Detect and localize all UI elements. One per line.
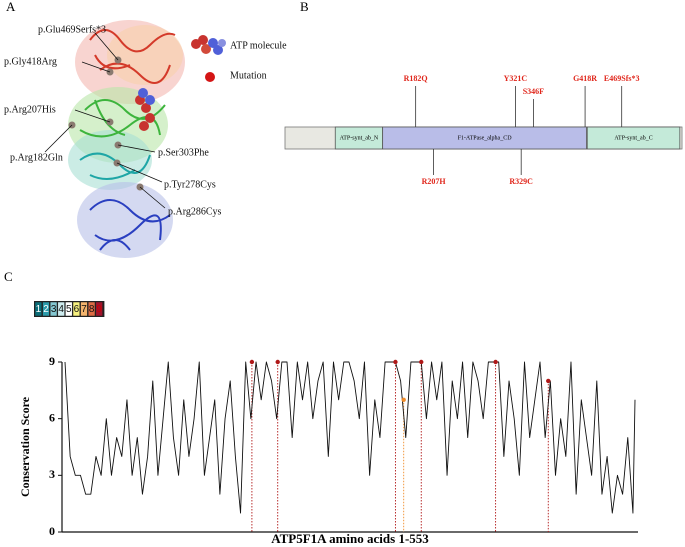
mutation-point — [393, 359, 398, 365]
scale-swatch — [95, 301, 103, 317]
y-tick-label: 9 — [49, 354, 55, 368]
mutation-label: Y321C — [504, 74, 528, 83]
mutation-label: p.Arg182Gln — [10, 152, 63, 163]
mutation-label: R182Q — [404, 74, 428, 83]
scale-label: 7 — [81, 304, 87, 315]
mutation-point — [275, 359, 280, 365]
mutation-label: p.Ser303Phe — [158, 147, 209, 158]
scale-label: 9 — [96, 304, 102, 315]
scale-swatch — [34, 301, 43, 317]
conservation-line — [64, 361, 636, 514]
scale-swatch — [65, 301, 73, 317]
mutation-point — [419, 359, 424, 365]
scale-label: 5 — [66, 304, 72, 315]
y-axis-label: Conservation Score — [18, 396, 32, 497]
mutation-label: p.Arg286Cys — [168, 206, 222, 217]
mutation-label: p.Glu469Serfs*3 — [38, 24, 106, 35]
mutation-point — [249, 359, 255, 365]
scale-label: 6 — [74, 304, 80, 315]
mutation-point — [401, 397, 406, 402]
protein-structure — [44, 20, 185, 258]
scale-label: 4 — [58, 304, 64, 315]
mutation-icon — [205, 72, 215, 82]
legend-label: Mutation — [230, 70, 267, 81]
atp-icon — [191, 35, 226, 55]
scale-swatch — [57, 301, 65, 317]
scale-label: 1 — [36, 304, 42, 315]
scale-label: 2 — [43, 304, 49, 315]
panel-letter: C — [4, 269, 13, 284]
panel-letter: B — [300, 0, 309, 14]
panel-letter: A — [6, 0, 16, 14]
scale-swatch — [72, 301, 81, 317]
mutation-label: R329C — [509, 177, 533, 186]
scale-label: 3 — [51, 304, 57, 315]
mutation-point — [493, 359, 498, 365]
mutation-label: G418R — [573, 74, 597, 83]
domain — [382, 126, 587, 150]
scale-swatch — [49, 301, 58, 317]
domain-label: ATP-synt_ab_N — [340, 135, 379, 141]
mutation-point — [546, 378, 551, 384]
y-tick-label: 6 — [49, 410, 55, 424]
mutation-label: p.Gly418Arg — [4, 56, 57, 67]
mutation-label: S346F — [523, 87, 544, 96]
y-tick-label: 3 — [49, 467, 55, 481]
mutation-label: p.Arg207His — [4, 104, 56, 115]
mutation-label: E469Sfs*3 — [604, 74, 640, 83]
domain-label: ATP-synt_ab_C — [614, 135, 652, 141]
scale-swatch — [87, 301, 96, 317]
domain-diagram: ATP-synt_ab_N F1-ATPase_alpha_CD ATP-synt_… — [284, 74, 683, 186]
scale-label: 8 — [89, 304, 95, 315]
scale-swatch — [80, 301, 88, 317]
legend-label: ATP molecule — [230, 40, 287, 51]
domain — [586, 126, 681, 150]
x-axis-label: ATP5F1A amino acids 1-553 — [271, 531, 429, 546]
scale-swatch — [42, 301, 50, 317]
mutation-label: p.Tyr278Cys — [164, 179, 216, 190]
y-tick-label: 0 — [49, 524, 55, 538]
domain-label: F1-ATPase_alpha_CD — [458, 135, 513, 141]
mutation-label: R207H — [422, 177, 447, 186]
